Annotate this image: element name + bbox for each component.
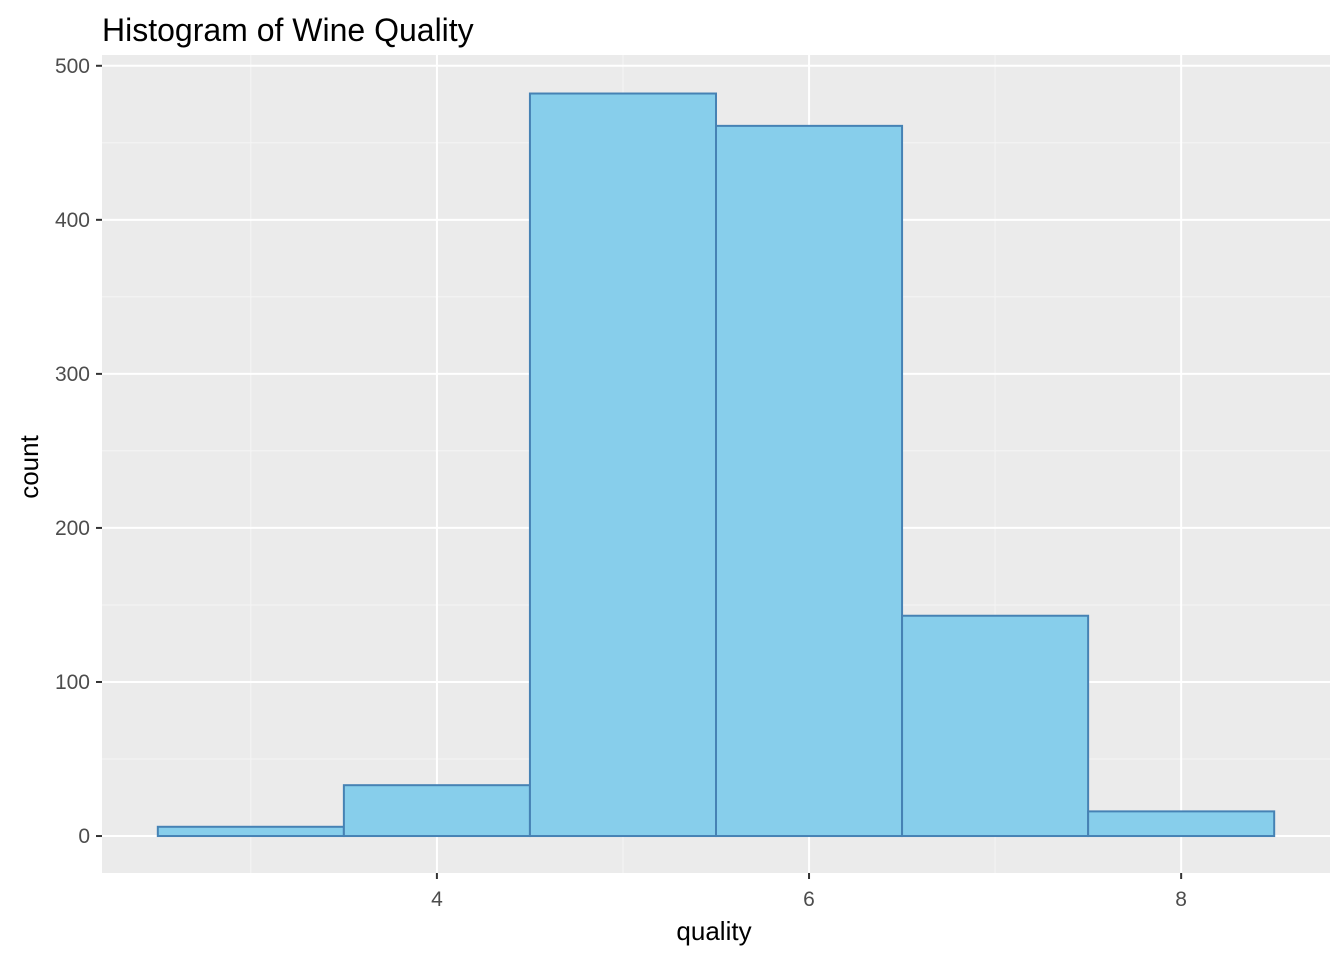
chart-title: Histogram of Wine Quality <box>102 12 474 48</box>
histogram-bars <box>156 92 1276 838</box>
axes: 0 100 200 300 400 500 4 6 8 <box>55 55 1187 911</box>
histogram-bar <box>715 124 904 838</box>
y-tick-label: 500 <box>55 55 90 78</box>
y-tick-label: 100 <box>55 671 90 694</box>
histogram-bar <box>1087 810 1276 838</box>
x-tick-label: 8 <box>1175 888 1187 911</box>
histogram-bar <box>528 92 717 838</box>
x-tick-label: 4 <box>431 888 443 911</box>
x-tick-label: 6 <box>803 888 815 911</box>
histogram-bar <box>342 784 531 838</box>
y-tick-label: 0 <box>78 825 90 848</box>
histogram-bar <box>901 614 1090 838</box>
y-tick-label: 200 <box>55 517 90 540</box>
y-axis-title: count <box>14 434 44 498</box>
y-tick-label: 300 <box>55 363 90 386</box>
y-tick-label: 400 <box>55 209 90 232</box>
x-axis-title: quality <box>676 916 751 946</box>
histogram-bar <box>156 825 345 838</box>
